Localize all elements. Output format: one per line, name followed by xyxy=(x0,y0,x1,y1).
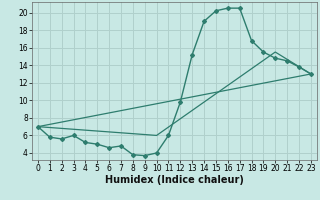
X-axis label: Humidex (Indice chaleur): Humidex (Indice chaleur) xyxy=(105,175,244,185)
